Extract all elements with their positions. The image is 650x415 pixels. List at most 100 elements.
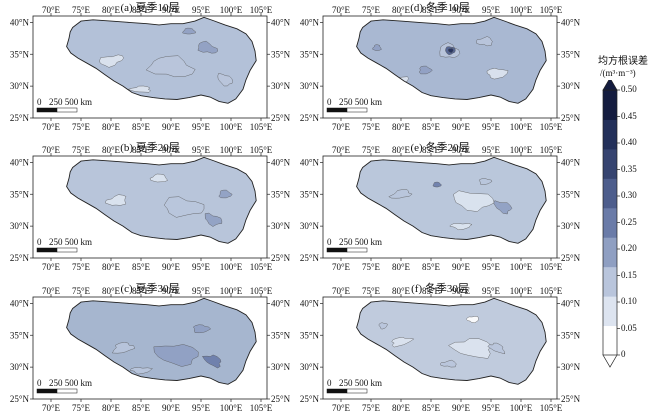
colorbar-segment xyxy=(603,148,617,179)
colorbar-segment xyxy=(603,296,617,327)
map-frame: 70°E 70°E 75°E 75°E 80°E 80°E 85°E 85°E 90°E 90°E… xyxy=(300,5,581,132)
x-tick-label-bottom: 95°E xyxy=(482,262,501,272)
rmse-contour xyxy=(111,342,136,354)
y-tick-label-right: 35°N xyxy=(561,189,581,199)
y-tick-label-right: 25°N xyxy=(271,253,291,263)
colorbar-segment xyxy=(603,90,617,120)
colorbar-segment xyxy=(603,178,617,209)
y-tick-label-right: 30°N xyxy=(561,221,581,231)
scalebar-black xyxy=(326,247,348,253)
map-layer: 70°E 70°E 75°E 75°E 80°E 80°E 85°E 85°E 90°E 90°E… xyxy=(300,286,581,413)
x-tick-label-bottom: 75°E xyxy=(362,403,381,413)
x-tick-label-top: 85°E xyxy=(422,286,441,296)
x-tick-label-bottom: 90°E xyxy=(162,262,181,272)
rmse-contour xyxy=(391,336,415,348)
colorbar-segment xyxy=(603,325,617,356)
y-tick-label-right: 25°N xyxy=(561,253,581,263)
rmse-contour xyxy=(182,27,196,35)
x-tick-label-bottom: 95°E xyxy=(192,403,211,413)
scalebar-label: 250 500 km xyxy=(49,378,92,388)
rmse-contour xyxy=(193,324,212,334)
y-tick-label-right: 25°N xyxy=(561,394,581,404)
map-frame: 70°E 70°E 75°E 75°E 80°E 80°E 85°E 85°E 90°E 90°E… xyxy=(300,145,581,272)
x-tick-label-top: 85°E xyxy=(422,5,441,15)
rmse-contour xyxy=(202,354,222,369)
rmse-contour xyxy=(466,316,479,324)
x-tick-label-top: 80°E xyxy=(392,5,411,15)
x-tick-label-bottom: 70°E xyxy=(332,262,351,272)
rmse-contour xyxy=(448,48,454,53)
x-tick-label-bottom: 95°E xyxy=(192,122,211,132)
x-tick-label-bottom: 75°E xyxy=(72,122,91,132)
y-tick-label-right: 35°N xyxy=(271,49,291,59)
x-tick-label-bottom: 70°E xyxy=(42,122,61,132)
panel-title: (c) 夏季30层 xyxy=(120,283,180,295)
map-panel-c: (c) 夏季30层 70°E 70°E 75°E 75°E 80°E 80°E 85°E 85… xyxy=(0,283,300,413)
colorbar-tick-label: 0.20 xyxy=(621,243,637,253)
rmse-contour xyxy=(453,190,495,212)
x-tick-label-top: 75°E xyxy=(72,5,91,15)
panel-title: (b) 夏季20层 xyxy=(120,142,180,154)
map-panel-e: (e) 冬季20层 70°E 70°E 75°E 75°E 80°E 80°E 85°E 85… xyxy=(290,142,590,272)
map-frame: 70°E 70°E 75°E 75°E 80°E 80°E 85°E 85°E 90°E 90°E… xyxy=(300,286,581,413)
x-tick-label-top: 90°E xyxy=(162,145,181,155)
x-tick-label-bottom: 80°E xyxy=(392,403,411,413)
colorbar-segment xyxy=(603,266,617,297)
scalebar-black xyxy=(326,388,348,394)
rmse-contour xyxy=(378,322,388,330)
x-tick-label-top: 80°E xyxy=(392,145,411,155)
x-tick-label-top: 100°E xyxy=(220,286,243,296)
x-tick-label-bottom: 70°E xyxy=(42,262,61,272)
x-tick-label-top: 105°E xyxy=(540,145,563,155)
rmse-contour xyxy=(99,54,124,68)
rmse-contour xyxy=(163,196,205,218)
x-tick-label-top: 90°E xyxy=(162,286,181,296)
scalebar-white xyxy=(56,388,78,394)
map-panel-f: (f) 冬季30层 70°E 70°E 75°E 75°E 80°E 80°E 85°E 85… xyxy=(290,283,590,413)
y-tick-label-left: 40°N xyxy=(300,298,320,308)
x-tick-label-top: 70°E xyxy=(42,145,61,155)
x-tick-label-top: 85°E xyxy=(132,286,151,296)
y-tick-label-right: 40°N xyxy=(271,17,291,27)
y-tick-label-left: 35°N xyxy=(300,330,320,340)
x-tick-label-top: 95°E xyxy=(482,5,501,15)
panel-title: (e) 冬季20层 xyxy=(410,142,470,154)
x-tick-label-bottom: 70°E xyxy=(42,403,61,413)
x-tick-label-bottom: 75°E xyxy=(362,262,381,272)
colorbar-segment xyxy=(603,207,617,238)
map-panel-a: (a) 夏季10层 70°E 70°E 75°E 75°E 80°E 80°E 85°E 85… xyxy=(0,2,300,132)
x-tick-label-bottom: 105°E xyxy=(540,262,563,272)
colorbar-segment xyxy=(603,119,617,150)
x-tick-label-bottom: 85°E xyxy=(132,262,151,272)
y-tick-label-right: 35°N xyxy=(561,49,581,59)
rmse-contour xyxy=(204,212,223,227)
x-tick-label-top: 95°E xyxy=(192,286,211,296)
rmse-contour xyxy=(105,194,127,206)
map-layer: 70°E 70°E 75°E 75°E 80°E 80°E 85°E 85°E 90°E 90°E… xyxy=(300,145,581,272)
y-tick-label-left: 40°N xyxy=(10,157,30,167)
x-tick-label-top: 100°E xyxy=(220,145,243,155)
x-tick-label-bottom: 70°E xyxy=(332,403,351,413)
x-tick-label-bottom: 100°E xyxy=(510,262,533,272)
panel-title: (a) 夏季10层 xyxy=(120,2,180,14)
scalebar-white xyxy=(56,107,78,113)
x-tick-label-top: 70°E xyxy=(42,5,61,15)
plateau-fill xyxy=(356,17,547,104)
y-tick-label-left: 30°N xyxy=(300,221,320,231)
y-tick-label-left: 25°N xyxy=(10,253,30,263)
scalebar-white xyxy=(346,388,368,394)
scalebar-white xyxy=(346,247,368,253)
x-tick-label-top: 90°E xyxy=(452,286,471,296)
y-tick-label-right: 25°N xyxy=(271,394,291,404)
rmse-contour xyxy=(217,73,234,87)
colorbar-tick-label: 0.50 xyxy=(621,84,637,94)
x-tick-label-top: 80°E xyxy=(102,5,121,15)
colorbar xyxy=(602,80,620,368)
scalebar-black xyxy=(36,107,58,113)
scalebar-label: 250 500 km xyxy=(339,97,382,107)
rmse-contour xyxy=(476,36,493,47)
y-tick-label-right: 35°N xyxy=(561,330,581,340)
rmse-contour xyxy=(493,200,513,215)
y-tick-label-left: 30°N xyxy=(300,362,320,372)
y-tick-label-left: 30°N xyxy=(300,81,320,91)
